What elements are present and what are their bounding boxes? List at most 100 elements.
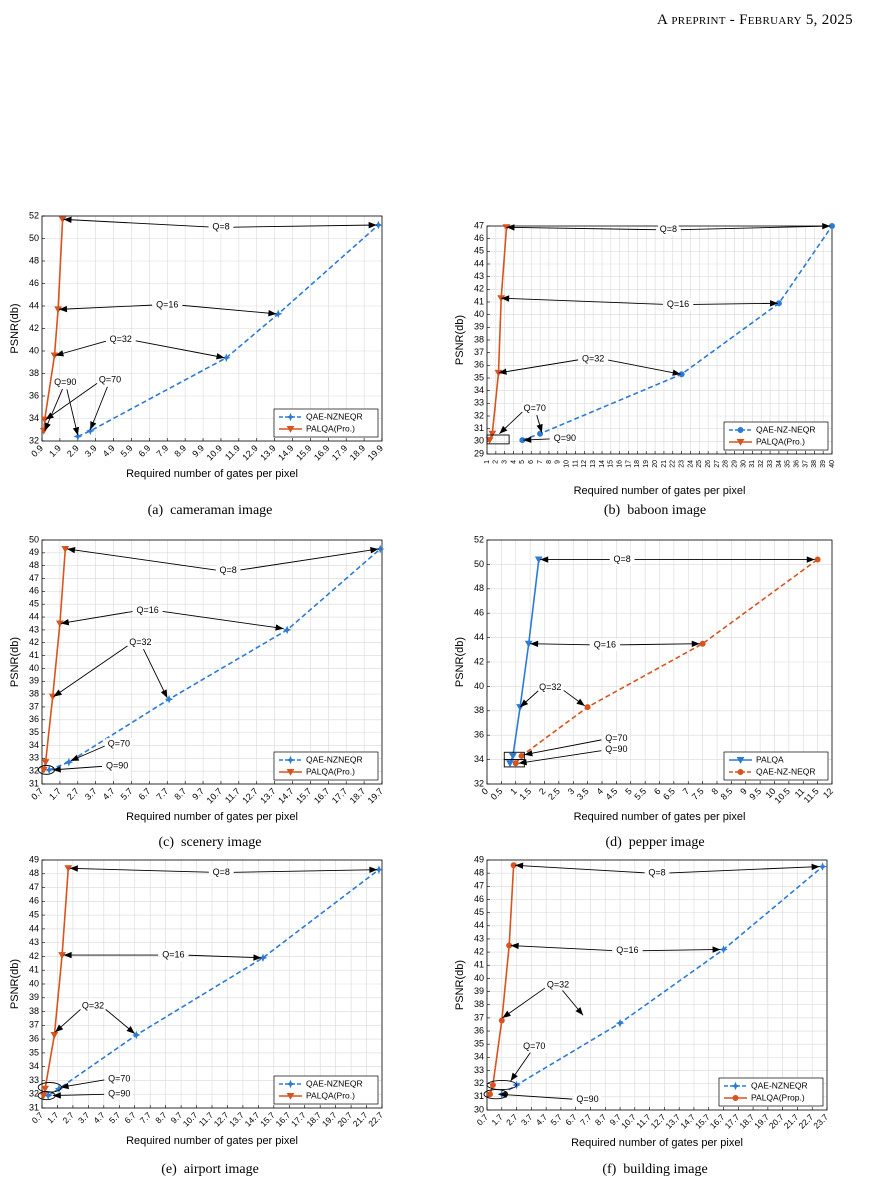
y-tick-label: 41	[29, 650, 39, 660]
y-tick-label: 50	[29, 534, 39, 544]
y-tick-label: 46	[474, 233, 484, 243]
y-axis-label: PSNR(db)	[9, 959, 21, 1009]
x-tick-label: 5	[519, 460, 526, 464]
x-tick-label: 27	[714, 460, 721, 468]
x-tick-label: 5.7	[107, 1110, 123, 1126]
y-tick-label: 45	[29, 599, 39, 609]
annotation-label: Q=70	[524, 403, 546, 413]
x-tick-label: 28	[723, 460, 730, 468]
y-tick-label: 38	[474, 999, 484, 1009]
y-tick-label: 47	[29, 573, 39, 583]
x-tick-label: 7.7	[138, 1110, 154, 1126]
annotation-arrow-head	[540, 556, 549, 563]
x-tick-label: 1.5	[517, 786, 533, 802]
x-tick-label: 32	[758, 460, 765, 468]
y-tick-label: 36	[29, 390, 39, 400]
legend-label: QAE-NZNEQR	[306, 411, 363, 421]
annotation-arrow-head	[63, 951, 72, 959]
annotation-label: Q=70	[108, 1073, 130, 1083]
y-tick-label: 44	[29, 923, 39, 933]
y-tick-label: 31	[474, 1091, 484, 1101]
x-tick-label: 19.7	[366, 786, 385, 805]
x-tick-label: 23	[678, 460, 685, 468]
x-tick-label: 8.7	[172, 786, 188, 802]
x-tick-label: 12	[821, 786, 835, 800]
data-point	[41, 1085, 49, 1093]
x-tick-label: 12.7	[212, 1110, 231, 1129]
y-tick-label: 38	[474, 334, 484, 344]
plot-frame	[41, 215, 383, 442]
x-tick-label: 6.7	[122, 1110, 138, 1126]
x-tick-label: 21.7	[351, 1110, 370, 1129]
legend-label: PALQA(Pro.)	[306, 1090, 355, 1100]
x-tick-label: 6.7	[137, 786, 153, 802]
annotation-bg	[106, 1088, 133, 1101]
x-tick-label: 5.5	[632, 786, 648, 802]
y-axis-label: PSNR(db)	[454, 315, 466, 365]
annotation-arrow	[669, 866, 820, 874]
chart-panel-scenery: 0.7 1.7 2.7 3.7 4.7 5.7 6.7 7.7 8.7 9.7 10.7 11.7 12…	[9, 530, 410, 850]
annotation-label: Q=16	[162, 949, 184, 959]
annotation-bg	[603, 732, 630, 745]
y-tick-label: 32	[29, 766, 39, 776]
series-markers-2	[39, 545, 70, 774]
annotation-arrow-head	[52, 1092, 61, 1099]
x-tick-label: 31	[749, 460, 756, 468]
x-tick-label: 20	[652, 460, 659, 468]
annotation-arrow-head	[55, 350, 64, 357]
y-tick-label: 34	[29, 1061, 39, 1071]
annotation-arrow-head	[499, 425, 508, 434]
annotation-label: Q=16	[136, 605, 158, 615]
x-tick-label: 5	[623, 786, 634, 797]
data-point	[39, 1092, 48, 1100]
y-tick-label: 48	[474, 868, 484, 878]
page-header: A preprint - February 5, 2025	[657, 12, 853, 29]
x-tick-label: 11	[572, 460, 579, 467]
y-tick-label: 43	[474, 933, 484, 943]
annotation-arrow	[233, 224, 377, 228]
data-point	[222, 353, 231, 363]
x-tick-label: 1	[484, 460, 491, 464]
x-tick-label: 33	[767, 460, 774, 468]
header-preprint-date: preprint - February 5, 2025	[671, 12, 853, 28]
annotation-bg	[657, 223, 679, 236]
legend-box	[273, 751, 379, 781]
y-tick-label: 44	[29, 611, 39, 621]
y-tick-label: 33	[474, 1065, 484, 1075]
x-tick-label: 23.7	[811, 1112, 830, 1131]
y-tick-label: 44	[29, 300, 39, 310]
data-point	[498, 1017, 505, 1024]
annotation-arrow	[66, 548, 216, 571]
data-point	[73, 432, 83, 441]
data-point	[485, 437, 494, 444]
x-tick-label: 8.7	[593, 1112, 609, 1128]
y-tick-label: 45	[474, 907, 484, 917]
annotation-arrow-head	[44, 422, 51, 431]
data-point	[814, 556, 821, 563]
annotation-arrow-head	[822, 222, 831, 230]
annotation-arrow-head	[501, 295, 510, 302]
x-tick-label: 4.7	[101, 786, 117, 802]
data-point	[518, 752, 525, 759]
highlight-box	[486, 434, 510, 445]
annotation-label: Q=70	[99, 375, 121, 385]
x-tick-label: 17	[625, 460, 632, 468]
y-tick-label: 39	[474, 986, 484, 996]
y-axis-label: PSNR(db)	[454, 637, 466, 687]
y-tick-label: 35	[29, 727, 39, 737]
x-tick-label: 3.9	[83, 443, 99, 459]
x-tick-label: 15.7	[258, 1110, 277, 1129]
y-tick-label: 37	[29, 1020, 39, 1030]
annotation-bg	[217, 564, 239, 577]
x-tick-label: 38	[811, 460, 818, 468]
y-tick-label: 31	[474, 423, 484, 433]
y-tick-label: 39	[29, 676, 39, 686]
y-tick-label: 46	[29, 896, 39, 906]
annotation-arrow	[143, 648, 168, 699]
x-tick-label: 12.9	[240, 443, 259, 462]
annotation-arrow	[63, 218, 209, 228]
x-tick-label: 11.7	[223, 786, 242, 805]
x-tick-label: 15	[608, 460, 615, 468]
y-tick-label: 42	[29, 951, 39, 961]
y-tick-label: 32	[29, 435, 39, 445]
